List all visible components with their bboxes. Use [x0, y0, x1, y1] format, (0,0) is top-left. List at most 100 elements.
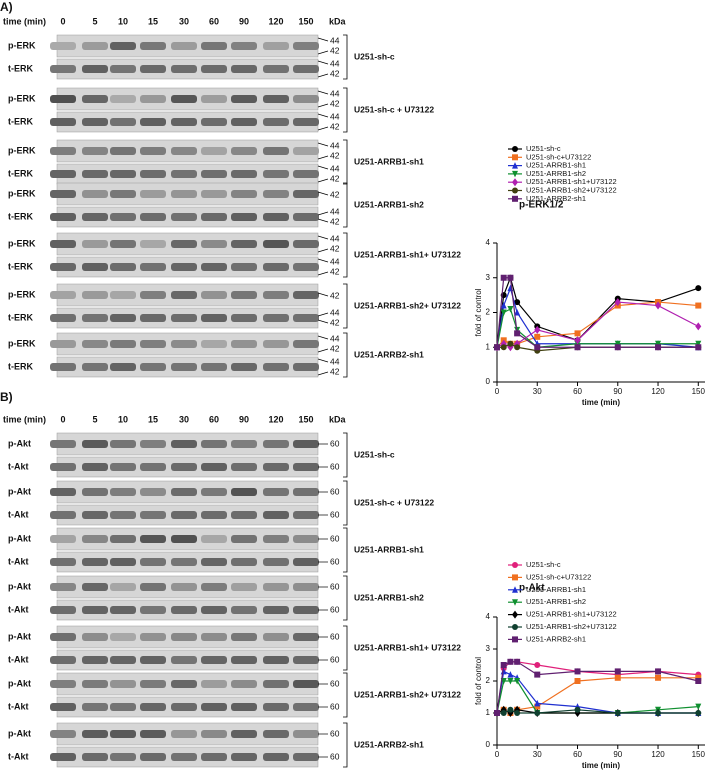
group-label: U251-ARRB2-sh1 [354, 349, 424, 359]
blot-band [293, 190, 319, 198]
chart-title: p-ERK1/2 [519, 200, 564, 211]
group-label: U251-ARRB1-sh2+ U73122 [354, 300, 461, 310]
blot-band [231, 363, 257, 371]
kda-marker: 44 [330, 233, 340, 243]
legend-label: U251-ARRB1-sh2 [526, 169, 586, 178]
blot-band [293, 488, 319, 496]
blot-band [110, 703, 136, 711]
blot-band [50, 463, 76, 471]
blot-band [201, 190, 227, 198]
blot-band [82, 42, 108, 50]
blot-band [82, 463, 108, 471]
legend-marker [512, 170, 518, 178]
x-tick-label: 30 [533, 387, 542, 396]
blot-band [171, 633, 197, 641]
blot-band [263, 511, 289, 519]
legend-label: U251-ARRB1-sh1 [526, 585, 586, 594]
blot-band [110, 42, 136, 50]
blot-band [263, 147, 289, 155]
row-label: t-ERK [8, 361, 33, 371]
blot-band [82, 703, 108, 711]
row-label: p-ERK [8, 93, 36, 103]
blot-band [82, 558, 108, 566]
legend-label: U251-ARRB1-sh2 [526, 597, 586, 606]
blot-band [263, 583, 289, 591]
blot-band [201, 65, 227, 73]
blot-band [140, 190, 166, 198]
blot-band [140, 440, 166, 448]
y-tick-label: 0 [486, 377, 491, 386]
kda-marker: 60 [330, 604, 340, 614]
data-point [614, 344, 621, 351]
data-point [574, 344, 581, 351]
y-tick-label: 0 [486, 740, 491, 749]
blot-band [263, 190, 289, 198]
kda-marker: 44 [330, 35, 340, 45]
blot-band [293, 213, 319, 221]
blot-band [110, 340, 136, 348]
marker-tick [317, 90, 329, 95]
legend-marker [512, 178, 518, 187]
blot-band [201, 488, 227, 496]
time-point: 10 [118, 414, 128, 424]
blot-band [50, 240, 76, 248]
blot-band [201, 147, 227, 155]
legend-label: U251-sh-c [526, 560, 561, 569]
blot-band [171, 291, 197, 299]
marker-tick [317, 335, 329, 340]
row-label: p-Akt [8, 438, 31, 448]
blot-band [201, 291, 227, 299]
blot-band [171, 314, 197, 322]
kda-marker: 44 [330, 111, 340, 121]
blot-band [231, 147, 257, 155]
row-label: t-ERK [8, 168, 33, 178]
blot-band [140, 511, 166, 519]
time-point: 0 [60, 414, 65, 424]
row-label: p-ERK [8, 238, 36, 248]
blot-band [171, 730, 197, 738]
kda-marker: 44 [330, 256, 340, 266]
blot-band [201, 240, 227, 248]
data-point [695, 710, 702, 716]
time-point: 5 [92, 16, 97, 26]
blot-band [82, 363, 108, 371]
blot-band [50, 703, 76, 711]
data-point [695, 678, 702, 684]
blot-band [293, 583, 319, 591]
x-tick-label: 150 [692, 387, 706, 396]
blot-band [293, 95, 319, 103]
blot-band [50, 190, 76, 198]
marker-tick [317, 235, 329, 240]
blot-band [110, 463, 136, 471]
blot-band [110, 95, 136, 103]
blot-band [201, 680, 227, 688]
marker-tick [317, 50, 329, 55]
blot-band [82, 440, 108, 448]
marker-tick [317, 211, 329, 216]
kda-marker: 44 [330, 206, 340, 216]
data-point [500, 309, 507, 316]
blot-band [110, 488, 136, 496]
blot-band [140, 170, 166, 178]
blot-band [293, 511, 319, 519]
kda-marker: 42 [330, 68, 340, 78]
time-point: 120 [268, 414, 283, 424]
group-bracket [343, 139, 348, 185]
blot-band [201, 363, 227, 371]
blot-band [82, 340, 108, 348]
marker-tick [317, 371, 329, 376]
data-point [655, 344, 662, 351]
blot-band [263, 118, 289, 126]
group-label: U251-sh-c [354, 449, 395, 459]
data-point [614, 710, 621, 716]
blot-band [231, 213, 257, 221]
blot-band [82, 488, 108, 496]
blot-band [293, 656, 319, 664]
blot-band [231, 314, 257, 322]
blot-band [293, 170, 319, 178]
blot-band [110, 680, 136, 688]
blot-band [293, 147, 319, 155]
marker-tick [317, 60, 329, 65]
legend-marker [512, 624, 518, 630]
